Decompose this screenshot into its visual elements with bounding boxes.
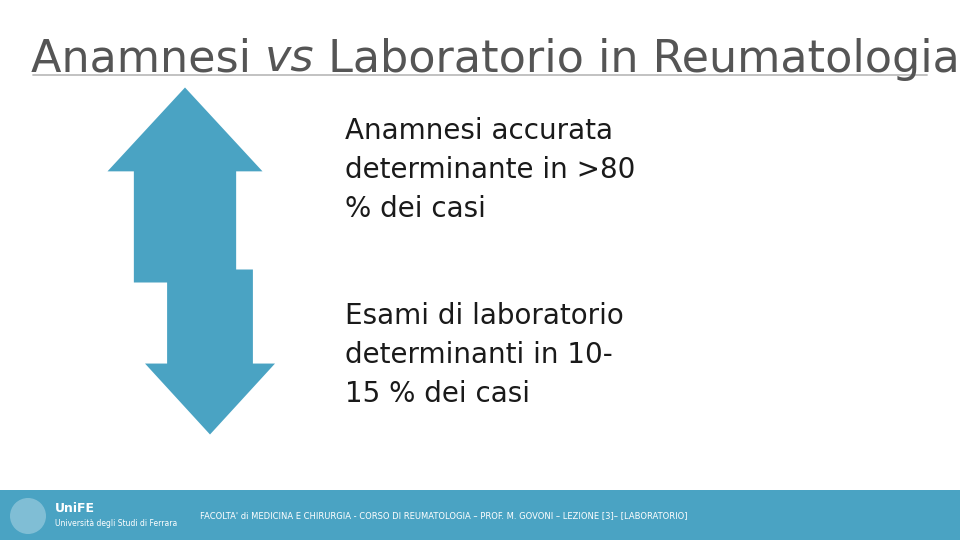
Text: Laboratorio in Reumatologia: Laboratorio in Reumatologia <box>314 38 960 81</box>
Polygon shape <box>145 269 275 435</box>
Bar <box>0 490 960 540</box>
Text: UniFE: UniFE <box>55 502 95 515</box>
Circle shape <box>10 498 46 534</box>
Polygon shape <box>108 87 262 282</box>
Text: Esami di laboratorio
determinanti in 10-
15 % dei casi: Esami di laboratorio determinanti in 10-… <box>345 302 624 408</box>
Text: Anamnesi accurata
determinante in >80
% dei casi: Anamnesi accurata determinante in >80 % … <box>345 117 636 223</box>
Text: Anamnesi: Anamnesi <box>31 38 265 81</box>
Text: vs: vs <box>265 38 314 81</box>
Text: FACOLTA' di MEDICINA E CHIRURGIA - CORSO DI REUMATOLOGIA – PROF. M. GOVONI – LEZ: FACOLTA' di MEDICINA E CHIRURGIA - CORSO… <box>200 511 687 521</box>
Text: Università degli Studi di Ferrara: Università degli Studi di Ferrara <box>55 519 178 529</box>
